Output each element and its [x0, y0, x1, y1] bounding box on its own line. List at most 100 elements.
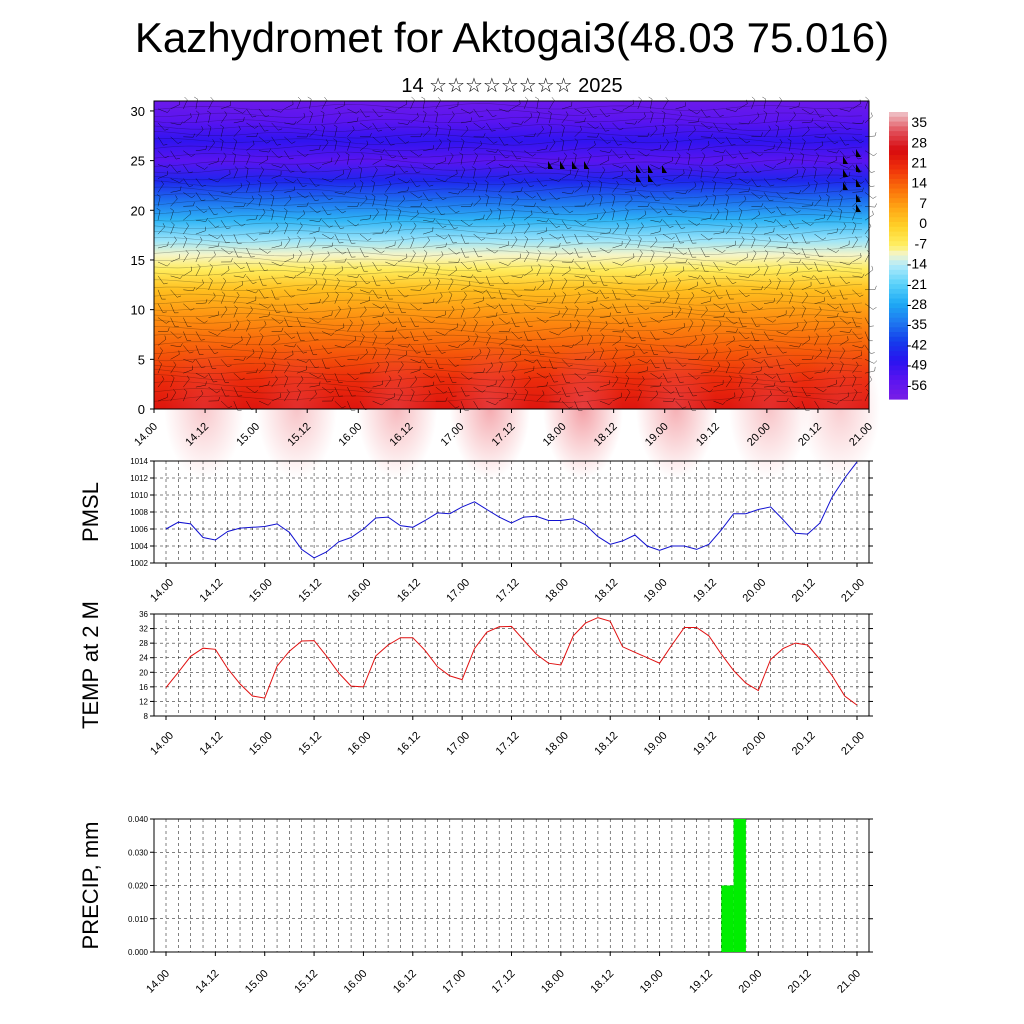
wind-barb — [157, 393, 168, 402]
wind-barb — [561, 386, 571, 397]
wind-barb — [484, 180, 489, 193]
wind-barb — [864, 265, 874, 277]
wind-barb — [586, 180, 591, 193]
wind-barb — [359, 261, 368, 272]
wind-barb — [511, 343, 524, 348]
wind-barb — [460, 291, 467, 304]
wind-barb — [776, 331, 789, 335]
wind-barb — [208, 396, 221, 402]
wind-barb — [233, 247, 242, 258]
wind-pennant — [856, 204, 861, 212]
wind-barb — [372, 247, 385, 254]
wind-barb — [776, 206, 787, 215]
wind-barb — [486, 312, 498, 318]
wind-barb — [511, 331, 523, 339]
wind-barb — [650, 218, 663, 223]
wind-barb — [435, 96, 442, 110]
wind-barb — [221, 258, 233, 263]
wind-barb — [372, 333, 378, 346]
wind-barb — [221, 344, 234, 349]
wind-barb — [675, 169, 685, 179]
wind-barb — [763, 249, 769, 263]
wind-barb — [284, 361, 291, 374]
wind-barb — [763, 331, 774, 341]
wind-barb — [156, 208, 161, 221]
wind-barb — [270, 194, 275, 207]
wind-barb — [864, 345, 875, 354]
wind-barb — [549, 263, 554, 277]
wind-barb — [662, 310, 673, 318]
wind-barb — [448, 258, 461, 263]
wind-barb — [271, 335, 280, 346]
contour-line — [153, 166, 863, 174]
wind-barb — [309, 218, 322, 222]
colorbar-segment — [889, 279, 908, 285]
wind-barb — [801, 182, 810, 193]
wind-barb — [208, 345, 219, 354]
wind-barb — [372, 275, 381, 286]
wind-barb — [208, 251, 216, 263]
wind-barb — [486, 275, 494, 286]
wind-barb — [599, 149, 613, 153]
wind-barb — [309, 359, 319, 368]
wind-barb — [662, 331, 676, 336]
wind-barb — [170, 221, 175, 235]
colorbar-segment — [889, 355, 908, 362]
wind-barb — [612, 328, 625, 333]
wind-barb — [776, 386, 788, 394]
wind-barb — [763, 372, 776, 379]
wind-barb — [460, 305, 465, 318]
wind-barb — [814, 367, 826, 374]
wind-barb — [738, 273, 751, 278]
wind-barb — [486, 108, 497, 117]
wind-barb — [688, 355, 701, 360]
wind-barb — [284, 374, 289, 388]
wind-barb — [763, 164, 777, 169]
wind-barb — [801, 138, 806, 151]
wind-barb — [738, 221, 743, 235]
wind-barb — [713, 361, 721, 374]
wind-barb — [523, 388, 529, 402]
wind-barb — [688, 401, 696, 411]
x-tick-label: 15.12 — [292, 968, 320, 996]
colorbar-label: -21 — [907, 276, 927, 292]
wind-barb — [359, 122, 372, 129]
wind-barb — [725, 180, 733, 193]
wind-barb — [220, 277, 227, 290]
wind-barb — [599, 347, 604, 360]
wind-barb — [170, 275, 183, 279]
wind-barb — [763, 359, 774, 369]
wind-barb — [713, 228, 725, 235]
wind-barb — [713, 347, 718, 360]
wind-barb — [699, 166, 703, 179]
wind-barb — [359, 247, 369, 258]
wind-barb — [498, 108, 512, 113]
y-tick-label: 1014 — [130, 457, 148, 466]
wind-barb — [410, 150, 423, 157]
wind-barb — [789, 266, 798, 277]
wind-barb — [397, 186, 409, 193]
wind-barb — [814, 289, 827, 295]
wind-barb — [372, 362, 380, 374]
wind-barb — [183, 365, 193, 374]
contour-line — [153, 228, 863, 237]
wind-barb — [688, 335, 697, 346]
wind-barb — [587, 140, 596, 151]
wind-barb — [271, 275, 282, 285]
wind-barb — [422, 249, 428, 263]
wind-barb — [675, 359, 687, 367]
wind-barb — [183, 359, 196, 363]
wind-barb — [839, 122, 851, 131]
wind-barb — [233, 373, 245, 381]
wind-barb — [725, 392, 736, 402]
wind-barb — [359, 348, 368, 360]
wind-barb — [460, 108, 474, 114]
wind-barb — [751, 345, 762, 354]
wind-barb — [763, 298, 775, 304]
wind-barb — [460, 335, 470, 346]
wind-barb — [662, 263, 668, 277]
wind-barb — [195, 279, 204, 290]
wind-barb — [650, 192, 660, 202]
wind-barb — [296, 178, 307, 187]
